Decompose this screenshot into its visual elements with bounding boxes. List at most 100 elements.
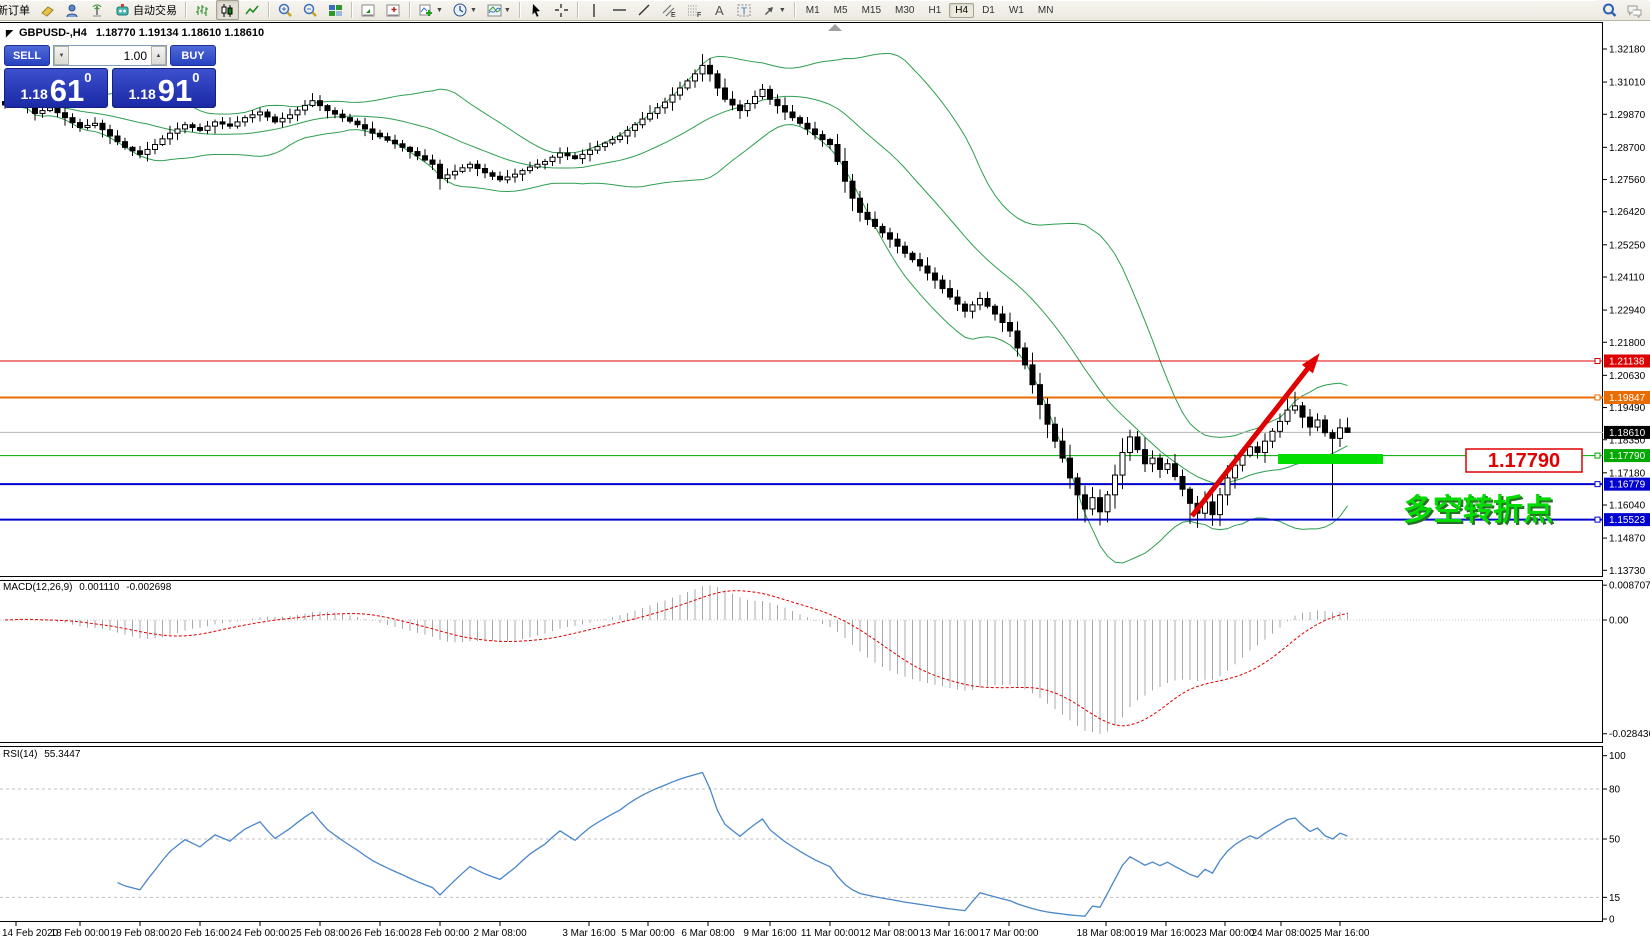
support-highlight-rectangle[interactable] xyxy=(1278,454,1383,464)
vertical-line-button[interactable] xyxy=(583,0,606,20)
svg-text:1.27560: 1.27560 xyxy=(1609,175,1646,186)
price-badge-1.19847 xyxy=(1604,390,1650,404)
timeframe-d1-button[interactable]: D1 xyxy=(982,4,995,16)
svg-text:1.17180: 1.17180 xyxy=(1609,468,1646,479)
svg-text:F: F xyxy=(697,12,701,18)
macd-name: MACD(12,26,9) xyxy=(3,582,73,593)
periods-button[interactable]: ▼ xyxy=(449,0,481,20)
volume-down-button[interactable]: ▼ xyxy=(54,46,69,65)
templates-button[interactable]: ▼ xyxy=(483,0,515,20)
time-label: 19 Feb 08:00 xyxy=(111,928,170,939)
bar-chart-button[interactable] xyxy=(191,0,214,20)
horizontal-line-button[interactable] xyxy=(608,0,631,20)
price-callout-box[interactable] xyxy=(1465,448,1583,473)
rsi-panel-frame xyxy=(0,746,1603,922)
trend-arrow-head[interactable] xyxy=(1301,353,1320,374)
svg-text:1.32180: 1.32180 xyxy=(1609,45,1646,56)
sell-price-base: 1.18 xyxy=(20,86,48,102)
profile-button[interactable] xyxy=(61,0,84,20)
price-badge-1.16779 xyxy=(1604,477,1650,491)
buy-button[interactable]: BUY xyxy=(170,45,216,66)
price-callout-text[interactable]: 1.17790 xyxy=(1488,450,1560,472)
candles-icon xyxy=(221,3,233,17)
macd-value: 0.001110 xyxy=(79,582,120,593)
signal-icon xyxy=(92,4,102,16)
candlestick-button[interactable] xyxy=(216,0,239,20)
zoom-out-button[interactable] xyxy=(299,0,322,20)
sell-price-big: 61 xyxy=(49,72,85,108)
text-button[interactable]: A xyxy=(708,0,731,20)
search-button[interactable] xyxy=(1598,0,1621,20)
rsi-indicator xyxy=(0,771,1602,917)
collapse-panel-icon[interactable]: ◤ xyxy=(6,28,13,38)
trend-arrow-line[interactable] xyxy=(1190,356,1318,518)
dropdown-caret-icon[interactable]: ▼ xyxy=(503,6,511,14)
crosshair-button[interactable] xyxy=(550,0,573,20)
trendline-button[interactable] xyxy=(633,0,656,20)
bollinger-lower xyxy=(4,104,1348,564)
channel-icon: E xyxy=(662,4,676,18)
svg-text:1.18610: 1.18610 xyxy=(1609,428,1646,439)
chat-button[interactable] xyxy=(1623,0,1646,20)
chart-ohlc-values: 1.18770 1.19134 1.18610 1.18610 xyxy=(95,27,265,39)
zoom-in-button[interactable] xyxy=(274,0,297,20)
sell-button[interactable]: SELL xyxy=(4,45,50,66)
dropdown-caret-icon[interactable]: ▼ xyxy=(778,6,786,14)
time-label: 3 Mar 16:00 xyxy=(562,928,616,939)
tile-windows-button[interactable] xyxy=(324,0,347,20)
time-label: 28 Feb 00:00 xyxy=(411,928,470,939)
timeframe-mn-button[interactable]: MN xyxy=(1037,4,1054,16)
hline-handle[interactable] xyxy=(1594,481,1601,488)
arrows-button[interactable]: ▼ xyxy=(758,0,790,20)
volume-input[interactable]: ▼ 1.00 ▲ xyxy=(53,45,167,66)
timeframe-h1-button[interactable]: H1 xyxy=(928,4,942,16)
hline-handle[interactable] xyxy=(1594,516,1601,523)
time-label: 14 Feb 2020 xyxy=(2,928,59,939)
buy-price-base: 1.18 xyxy=(128,86,156,102)
volume-up-button[interactable]: ▲ xyxy=(151,46,166,65)
indicator-window-button[interactable] xyxy=(357,0,380,20)
signal-button[interactable] xyxy=(86,0,109,20)
indicator-window2-button[interactable] xyxy=(382,0,405,20)
zoomin-icon xyxy=(278,3,292,17)
price-badge-1.15523 xyxy=(1604,513,1650,527)
timeframe-h4-button[interactable]: H4 xyxy=(949,2,975,18)
svg-text:1.29870: 1.29870 xyxy=(1609,110,1646,121)
one-click-trading-panel: SELL ▼ 1.00 ▲ BUY 1.18 61 0 1.18 91 0 xyxy=(4,45,216,108)
eraser-button[interactable] xyxy=(36,0,59,20)
timeframe-m5-button[interactable]: M5 xyxy=(833,4,848,16)
timeframe-m15-button[interactable]: M15 xyxy=(861,4,882,16)
dropdown-caret-icon[interactable]: ▼ xyxy=(469,6,477,14)
line-chart-button[interactable] xyxy=(241,0,264,20)
time-label: 17 Mar 00:00 xyxy=(980,928,1039,939)
rsi-value: 55.3447 xyxy=(44,749,81,760)
chat-icon xyxy=(1627,5,1642,18)
pivot-point-text[interactable]: 多空转折点 xyxy=(1403,494,1553,527)
svg-text:0.008707: 0.008707 xyxy=(1609,581,1650,592)
chart-canvas: 多空转折点多空转折点1.177901.321801.310101.298701.… xyxy=(0,22,1650,939)
fibonacci-button[interactable]: F xyxy=(683,0,706,20)
rsi-pane-label: RSI(14) 55.3447 xyxy=(3,749,80,760)
hline-handle[interactable] xyxy=(1594,452,1601,459)
cursor-button[interactable] xyxy=(525,0,548,20)
dropdown-caret-icon[interactable]: ▼ xyxy=(436,6,443,14)
autotrade-button[interactable]: 自动交易 xyxy=(111,0,181,20)
timeframe-w1-button[interactable]: W1 xyxy=(1008,4,1024,16)
sell-price-button[interactable]: 1.18 61 0 xyxy=(4,68,108,108)
toolbar-separator xyxy=(793,2,796,18)
timeframe-m1-button[interactable]: M1 xyxy=(805,4,820,16)
hline-icon xyxy=(612,8,626,11)
equidistant-channel-button[interactable]: E xyxy=(658,0,681,20)
svg-text:1.15523: 1.15523 xyxy=(1609,515,1646,526)
text-label-button[interactable]: T xyxy=(733,0,756,20)
new-order-button[interactable]: 新订单 xyxy=(0,0,34,20)
svg-text:1.24110: 1.24110 xyxy=(1609,273,1645,284)
add-indicator-button[interactable]: ▼ xyxy=(415,0,447,20)
time-label: 24 Mar 08:00 xyxy=(1252,928,1311,939)
hline-handle[interactable] xyxy=(1594,357,1601,364)
timeframe-m30-button[interactable]: M30 xyxy=(895,4,915,16)
buy-price-button[interactable]: 1.18 91 0 xyxy=(112,68,216,108)
volume-value[interactable]: 1.00 xyxy=(123,48,147,63)
hline-handle[interactable] xyxy=(1594,394,1601,401)
price-badge-1.21138 xyxy=(1604,354,1650,368)
